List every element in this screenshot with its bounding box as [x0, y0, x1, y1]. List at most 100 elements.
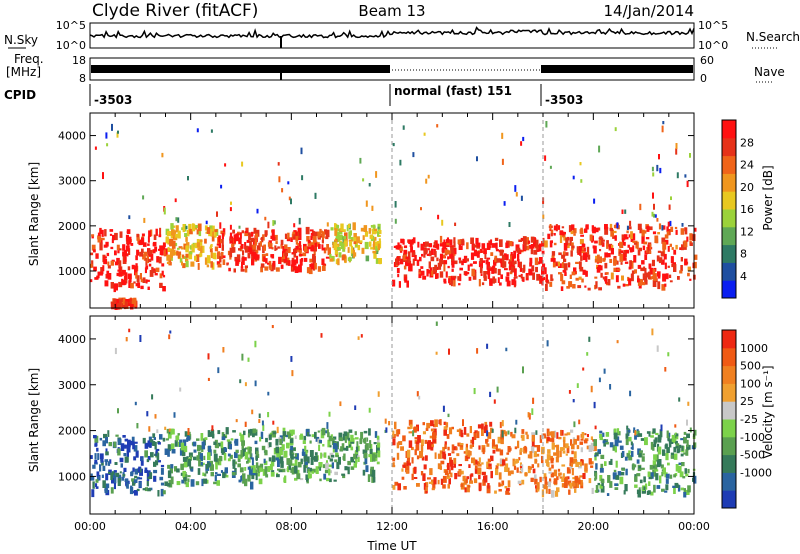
heatmap-cell [234, 256, 238, 262]
heatmap-cell [486, 242, 491, 250]
heatmap-cell [617, 471, 622, 476]
heatmap-cell [350, 434, 354, 442]
heatmap-cell [632, 464, 637, 468]
heatmap-cell [668, 274, 672, 278]
heatmap-cell [662, 241, 667, 250]
heatmap-cell [475, 237, 479, 245]
heatmap-cell [255, 462, 259, 469]
heatmap-cell [564, 433, 568, 436]
heatmap-cell [238, 479, 242, 483]
heatmap-cell [220, 470, 223, 473]
heatmap-cell [394, 218, 397, 224]
heatmap-cell [454, 473, 458, 480]
heatmap-cell [556, 450, 560, 458]
heatmap-cell [232, 430, 236, 433]
heatmap-cell [491, 266, 495, 274]
heatmap-cell [572, 480, 576, 487]
heatmap-cell [271, 325, 274, 329]
heatmap-cell [231, 243, 234, 248]
heatmap-cell [651, 211, 654, 217]
colorbar-segment [722, 280, 736, 299]
heatmap-cell [405, 258, 409, 267]
heatmap-cell [169, 467, 173, 474]
heatmap-cell [417, 435, 421, 443]
heatmap-cell [652, 469, 657, 477]
heatmap-cell [102, 265, 105, 272]
beam-title: Beam 13 [358, 2, 425, 20]
heatmap-cell [407, 426, 411, 430]
heatmap-cell [357, 455, 360, 458]
heatmap-cell [261, 420, 264, 426]
heatmap-cell [189, 228, 193, 235]
heatmap-cell [140, 278, 143, 283]
heatmap-cell [466, 484, 470, 493]
heatmap-cell [572, 228, 577, 234]
heatmap-cell [686, 439, 689, 447]
heatmap-cell [624, 261, 629, 264]
heatmap-cell [608, 461, 612, 465]
heatmap-cell [198, 253, 202, 258]
heatmap-cell [511, 434, 516, 439]
heatmap-cell [325, 462, 329, 470]
heatmap-cell [664, 234, 669, 239]
heatmap-cell [114, 261, 119, 266]
heatmap-cell [244, 451, 249, 460]
heatmap-cell [331, 454, 335, 458]
heatmap-cell [375, 258, 379, 264]
heatmap-cell [510, 266, 514, 273]
heatmap-cell [651, 275, 655, 280]
heatmap-cell [297, 461, 302, 468]
heatmap-cell [445, 422, 449, 428]
heatmap-cell [192, 456, 197, 461]
heatmap-cell [294, 435, 297, 439]
heatmap-cell [549, 438, 553, 442]
heatmap-cell [403, 245, 408, 249]
heatmap-cell [498, 472, 502, 480]
heatmap-cell [675, 244, 678, 250]
heatmap-cell [522, 279, 525, 282]
heatmap-cell [159, 476, 164, 481]
heatmap-cell [609, 384, 612, 390]
heatmap-cell [673, 264, 677, 272]
heatmap-cell [350, 446, 354, 451]
heatmap-cell [119, 231, 123, 238]
heatmap-cell [624, 456, 628, 461]
noise-left-tick-top: 10^5 [56, 19, 86, 32]
heatmap-cell [260, 237, 263, 241]
colorbar-tick-label: 500 [740, 360, 761, 373]
heatmap-cell [503, 261, 507, 268]
heatmap-cell [153, 469, 158, 474]
heatmap-cell [674, 424, 677, 428]
heatmap-cell [507, 471, 512, 476]
heatmap-cell [655, 432, 659, 435]
heatmap-cell [434, 264, 437, 273]
heatmap-cell [593, 245, 597, 254]
heatmap-cell [505, 457, 508, 461]
heatmap-cell [314, 241, 318, 247]
heatmap-cell [327, 439, 331, 448]
heatmap-cell [468, 464, 471, 468]
heatmap-cell [280, 244, 283, 249]
heatmap-cell [562, 473, 565, 479]
heatmap-cell [446, 237, 449, 244]
heatmap-cell [377, 450, 381, 458]
heatmap-cell [206, 258, 211, 264]
heatmap-cell [496, 463, 500, 466]
heatmap-cell [647, 244, 650, 250]
heatmap-cell [360, 227, 365, 232]
heatmap-cell [422, 422, 425, 426]
heatmap-cell [313, 248, 316, 256]
heatmap-cell [651, 259, 655, 267]
heatmap-cell [303, 465, 306, 473]
heatmap-cell [561, 280, 566, 285]
heatmap-cell [310, 263, 315, 270]
heatmap-cell [680, 453, 684, 457]
heatmap-cell [578, 479, 581, 485]
heatmap-cell [573, 458, 577, 464]
heatmap-cell [613, 469, 617, 473]
heatmap-cell [517, 480, 522, 484]
heatmap-cell [566, 476, 570, 480]
heatmap-cell [319, 439, 322, 444]
heatmap-cell [146, 459, 150, 463]
heatmap-cell [488, 266, 491, 270]
